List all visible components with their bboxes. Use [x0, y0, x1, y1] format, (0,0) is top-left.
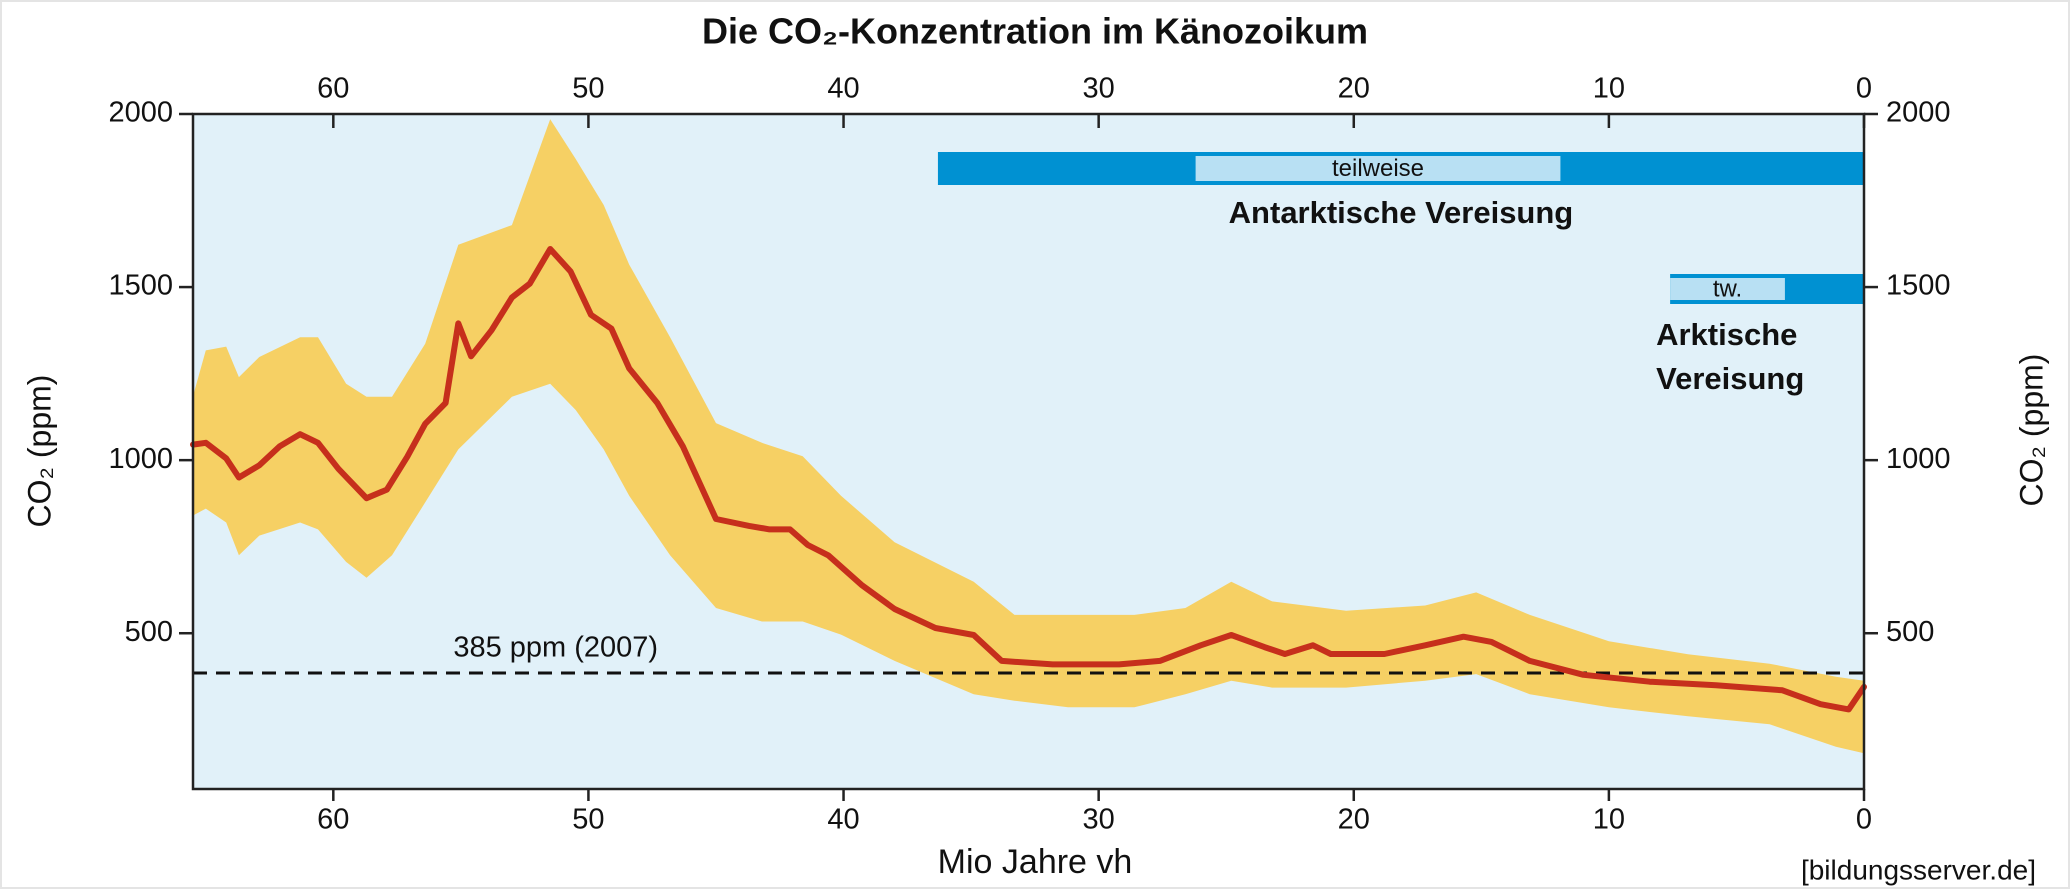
glaciation-partial — [1195, 156, 1561, 181]
glaciation-partial — [1670, 278, 1785, 300]
y2-axis-title: CO₂ (ppm) — [2013, 354, 2049, 507]
x-top-tick-label: 10 — [1593, 73, 1625, 105]
y-tick-label: 1500 — [108, 270, 173, 302]
x-tick-label: 0 — [1856, 804, 1872, 836]
glaciation-label: Arktische — [1656, 317, 1797, 352]
y-tick-label: 500 — [125, 616, 173, 648]
y-axis-title: CO₂ (ppm) — [21, 375, 57, 528]
glaciation-label: Vereisung — [1656, 361, 1804, 396]
x-tick-label: 20 — [1338, 804, 1370, 836]
uncertainty-band — [193, 119, 1864, 754]
x-top-tick-label: 50 — [572, 73, 604, 105]
x-tick-label: 10 — [1593, 804, 1625, 836]
chart-title: Die CO₂-Konzentration im Känozoikum — [702, 11, 1368, 52]
y-tick-label: 2000 — [108, 97, 173, 129]
x-tick-label: 40 — [827, 804, 859, 836]
y-tick-label: 1000 — [108, 443, 173, 475]
x-top-tick-label: 40 — [827, 73, 859, 105]
x-axis-title: Mio Jahre vh — [938, 843, 1133, 881]
x-tick-label: 30 — [1083, 804, 1115, 836]
plot-frame — [191, 112, 1866, 791]
x-top-tick-label: 20 — [1338, 73, 1370, 105]
source: [bildungsserver.de] — [1801, 854, 2036, 885]
partial-label: tw. — [1713, 275, 1742, 302]
co2-line — [190, 246, 1867, 713]
y2-tick-label: 1000 — [1886, 443, 1951, 475]
reference-label: 385 ppm (2007) — [453, 632, 658, 664]
x-top-tick-label: 30 — [1083, 73, 1115, 105]
glaciation-label: Antarktische Vereisung — [1229, 195, 1574, 230]
y2-tick-label: 2000 — [1886, 97, 1951, 129]
x-top-tick-label: 60 — [317, 73, 349, 105]
y2-tick-label: 500 — [1886, 616, 1934, 648]
partial-label: teilweise — [1332, 155, 1424, 182]
x-top-tick-label: 0 — [1856, 73, 1872, 105]
x-tick-label: 50 — [572, 804, 604, 836]
y2-tick-label: 1500 — [1886, 270, 1951, 302]
x-tick-label: 60 — [317, 804, 349, 836]
